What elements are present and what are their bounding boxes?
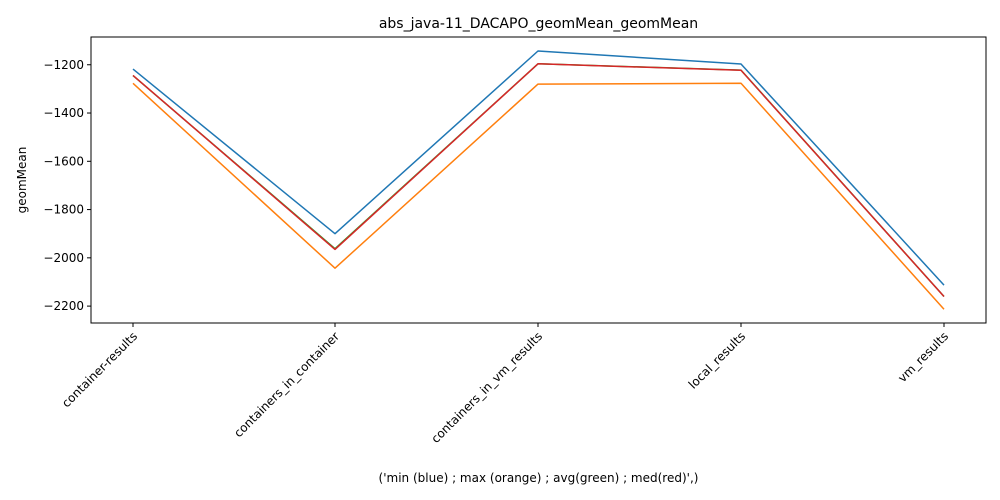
y-tick-label: −2200 bbox=[43, 299, 84, 313]
y-tick-label: −1400 bbox=[43, 106, 84, 120]
y-tick-label: −1200 bbox=[43, 58, 84, 72]
y-axis-label: geomMean bbox=[15, 147, 29, 214]
series-line-3 bbox=[132, 63, 945, 298]
x-axis-label: ('min (blue) ; max (orange) ; avg(green)… bbox=[379, 471, 699, 485]
y-tick-label: −2000 bbox=[43, 251, 84, 265]
x-tick-label: containers_in_vm_results bbox=[428, 329, 545, 446]
chart-title: abs_java-11_DACAPO_geomMean_geomMean bbox=[379, 16, 698, 32]
plot-frame bbox=[90, 36, 987, 324]
y-tick-label: −1800 bbox=[43, 203, 84, 217]
plot-lines bbox=[132, 50, 945, 310]
x-tick-label: local_results bbox=[686, 329, 748, 391]
series-line-1 bbox=[132, 82, 945, 310]
x-tick-label: containers_in_container bbox=[231, 329, 342, 440]
y-tick-label: −1600 bbox=[43, 154, 84, 168]
y-axis: −2200 −2000 −1800 −1600 −1400 −1200 bbox=[43, 58, 91, 313]
x-tick-label: container-results bbox=[59, 329, 140, 410]
series-line-0 bbox=[132, 50, 945, 286]
x-tick-label: vm_results bbox=[895, 329, 951, 385]
x-axis: container-results containers_in_container… bbox=[59, 323, 951, 446]
